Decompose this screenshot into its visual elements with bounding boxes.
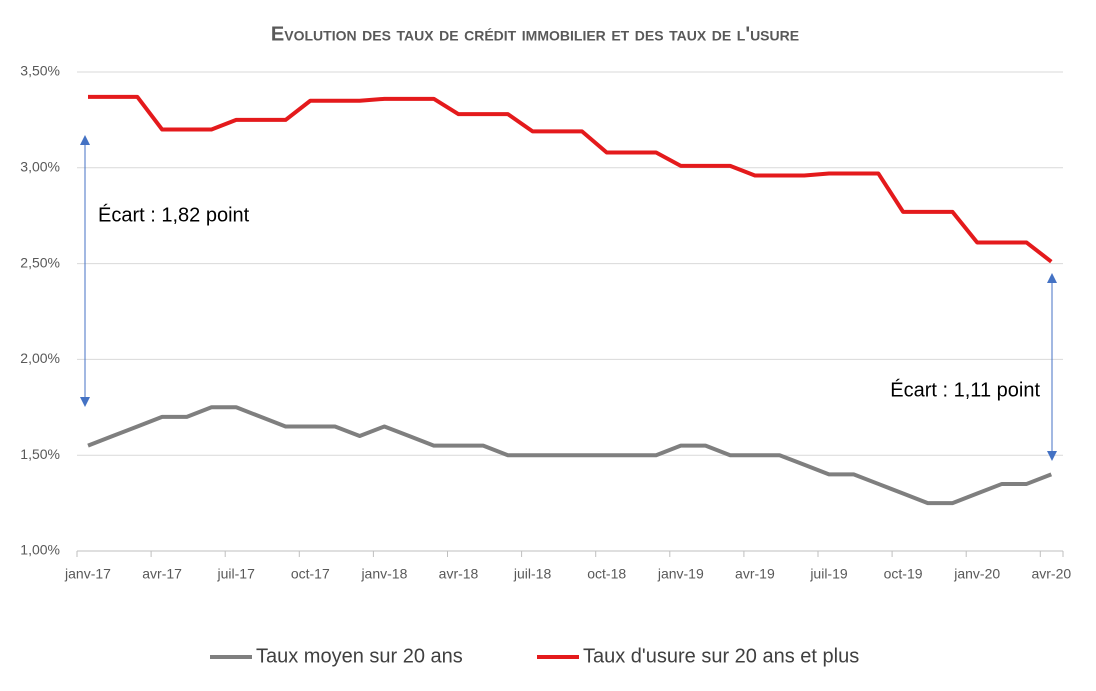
plot <box>87 94 1053 506</box>
x-tick-label: janv-17 <box>64 566 111 582</box>
x-tick-label: juil-18 <box>513 566 552 582</box>
x-tick-label: juil-17 <box>217 566 256 582</box>
y-tick-label: 1,00% <box>20 542 60 558</box>
x-tick-label: oct-18 <box>587 566 626 582</box>
grid <box>76 71 1064 557</box>
y-tick-label: 2,00% <box>20 350 60 366</box>
y-tick-label: 3,00% <box>20 159 60 175</box>
x-tick-label: avr-17 <box>142 566 182 582</box>
legend-label: Taux moyen sur 20 ans <box>256 645 463 667</box>
y-tick-label: 3,50% <box>20 63 60 79</box>
x-tick-label: avr-20 <box>1031 566 1071 582</box>
x-tick-label: janv-19 <box>657 566 704 582</box>
annotation: Écart : 1,11 point <box>890 378 1040 401</box>
y-tick-label: 2,50% <box>20 254 60 270</box>
x-tick-label: avr-18 <box>439 566 479 582</box>
series-line <box>88 94 1053 264</box>
x-tick-label: oct-19 <box>884 566 923 582</box>
y-tick-label: 1,50% <box>20 446 60 462</box>
x-tick-label: avr-19 <box>735 566 775 582</box>
x-tick-label: oct-17 <box>291 566 330 582</box>
legend-label: Taux d'usure sur 20 ans et plus <box>583 645 859 667</box>
annotation: Écart : 1,82 point <box>98 203 250 226</box>
x-tick-label: janv-18 <box>360 566 407 582</box>
series-line <box>87 405 1053 506</box>
x-tick-label: janv-20 <box>953 566 1000 582</box>
chart-title: Evolution des taux de crédit immobilier … <box>271 23 799 45</box>
x-tick-label: juil-19 <box>809 566 848 582</box>
